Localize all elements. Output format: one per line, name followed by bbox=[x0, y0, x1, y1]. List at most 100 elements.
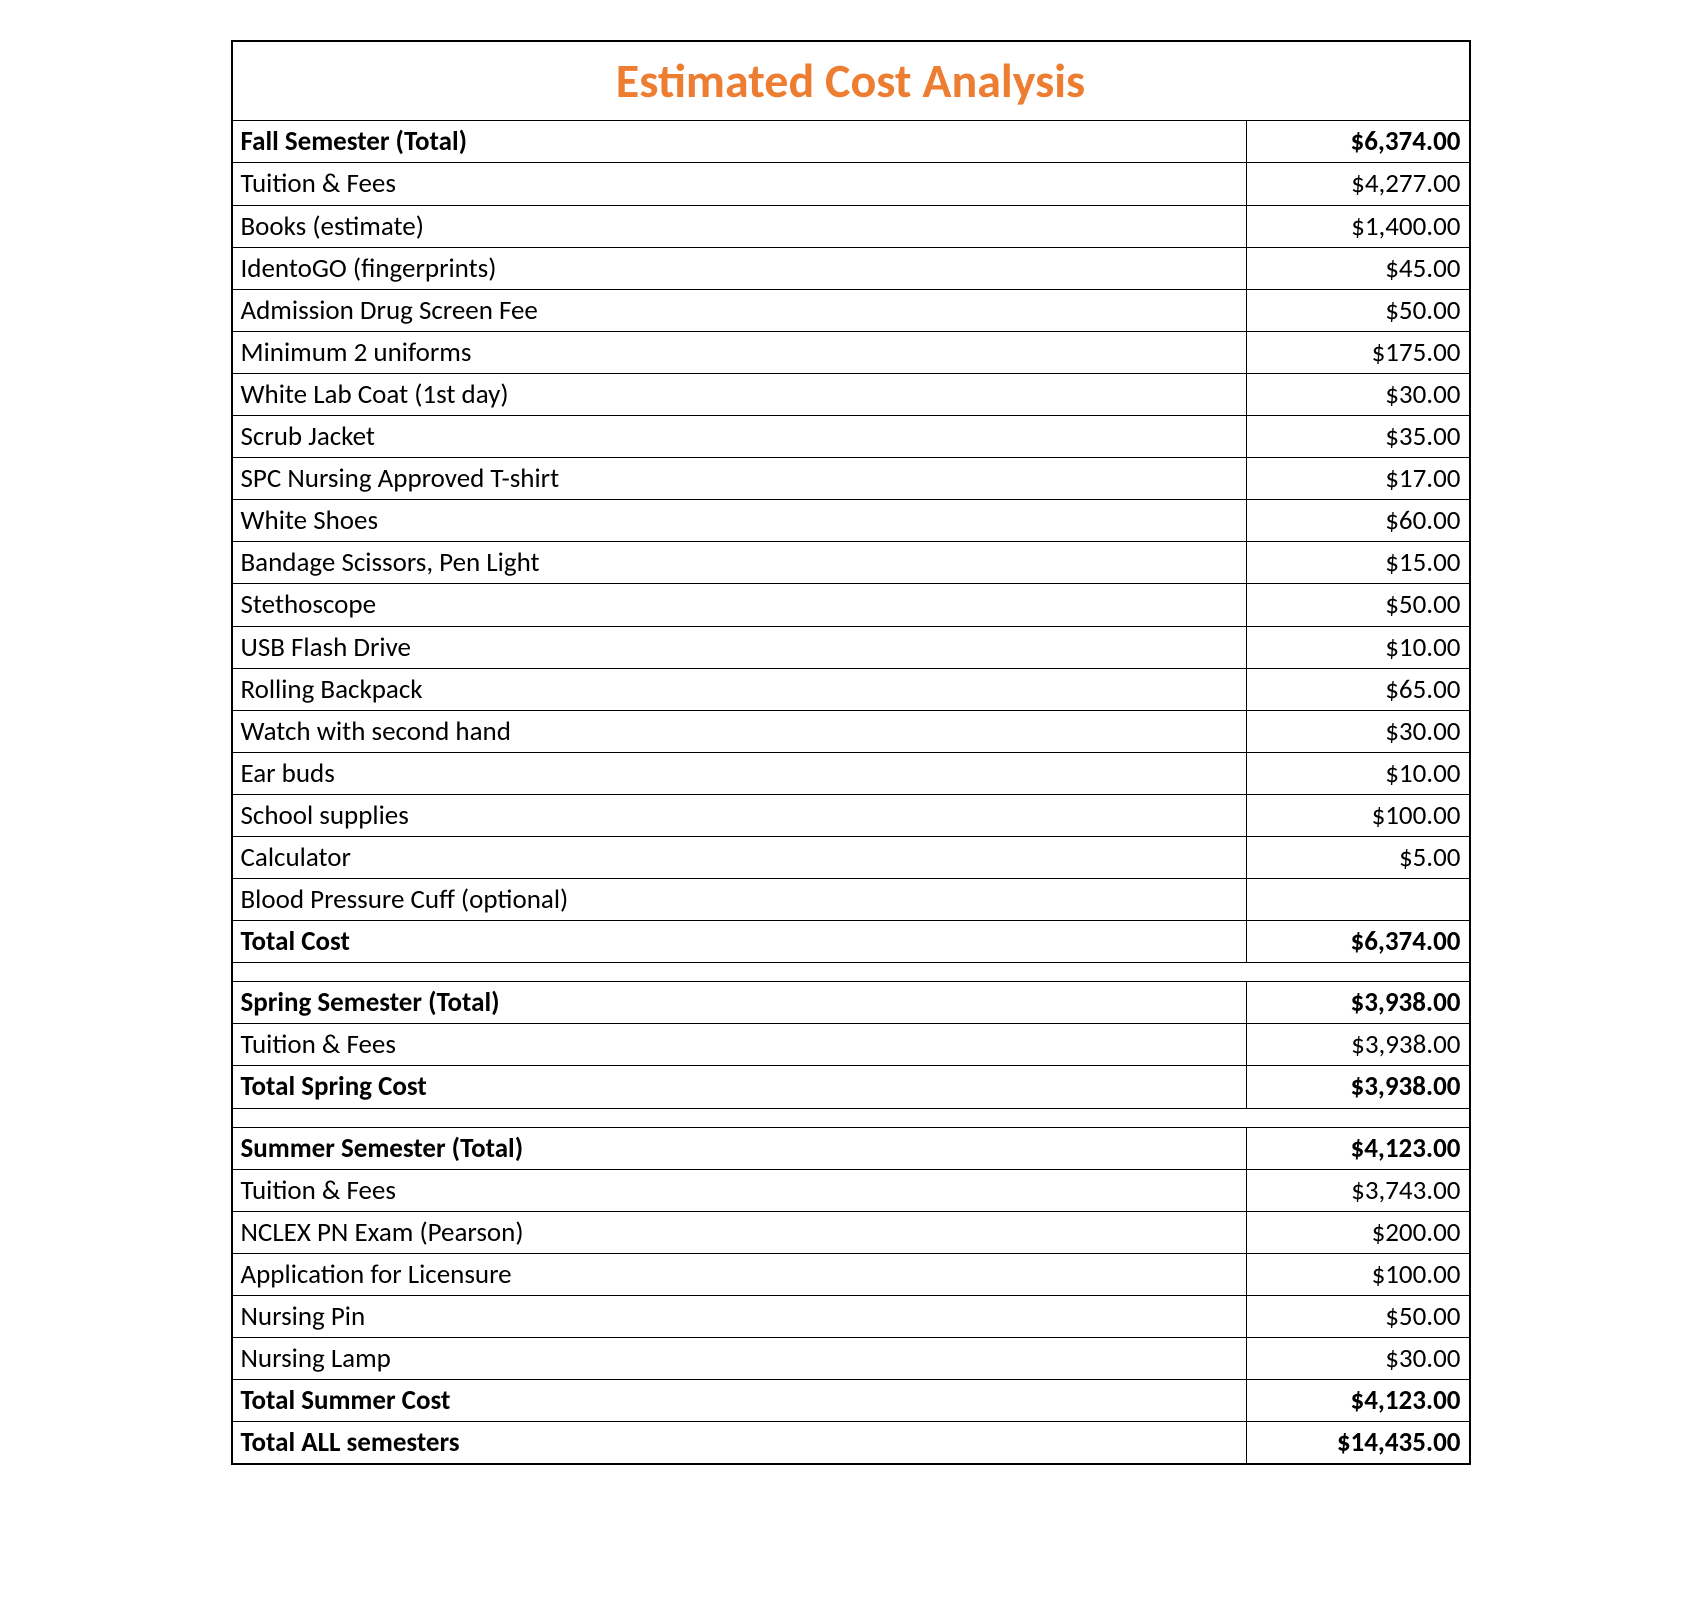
table-row: Watch with second hand$30.00 bbox=[232, 710, 1470, 752]
row-label: Calculator bbox=[232, 836, 1247, 878]
row-value: $4,277.00 bbox=[1247, 163, 1470, 205]
title-row: Estimated Cost Analysis bbox=[232, 41, 1470, 121]
table-row: SPC Nursing Approved T-shirt$17.00 bbox=[232, 458, 1470, 500]
table-row: School supplies$100.00 bbox=[232, 794, 1470, 836]
row-value: $3,938.00 bbox=[1247, 982, 1470, 1024]
table-row: Tuition & Fees$3,743.00 bbox=[232, 1169, 1470, 1211]
row-value: $50.00 bbox=[1247, 1295, 1470, 1337]
row-label: Application for Licensure bbox=[232, 1253, 1247, 1295]
row-label: Rolling Backpack bbox=[232, 668, 1247, 710]
table-row bbox=[232, 1108, 1470, 1127]
row-value: $10.00 bbox=[1247, 626, 1470, 668]
spacer-cell bbox=[232, 963, 1470, 982]
row-value bbox=[1247, 879, 1470, 921]
table-row: Nursing Pin$50.00 bbox=[232, 1295, 1470, 1337]
row-label: Minimum 2 uniforms bbox=[232, 331, 1247, 373]
row-value: $3,938.00 bbox=[1247, 1066, 1470, 1108]
row-label: Tuition & Fees bbox=[232, 1169, 1247, 1211]
row-value: $45.00 bbox=[1247, 247, 1470, 289]
table-row: Minimum 2 uniforms$175.00 bbox=[232, 331, 1470, 373]
table-row: Admission Drug Screen Fee$50.00 bbox=[232, 289, 1470, 331]
table-row: Calculator$5.00 bbox=[232, 836, 1470, 878]
table-row: Application for Licensure$100.00 bbox=[232, 1253, 1470, 1295]
row-label: IdentoGO (fingerprints) bbox=[232, 247, 1247, 289]
table-row: White Shoes$60.00 bbox=[232, 500, 1470, 542]
row-label: Spring Semester (Total) bbox=[232, 982, 1247, 1024]
row-label: Scrub Jacket bbox=[232, 416, 1247, 458]
row-label: Blood Pressure Cuff (optional) bbox=[232, 879, 1247, 921]
row-value: $100.00 bbox=[1247, 794, 1470, 836]
table-row: Bandage Scissors, Pen Light$15.00 bbox=[232, 542, 1470, 584]
table-row: IdentoGO (fingerprints)$45.00 bbox=[232, 247, 1470, 289]
row-value: $1,400.00 bbox=[1247, 205, 1470, 247]
row-value: $200.00 bbox=[1247, 1211, 1470, 1253]
table-row: Scrub Jacket$35.00 bbox=[232, 416, 1470, 458]
row-label: Ear buds bbox=[232, 752, 1247, 794]
row-label: Nursing Lamp bbox=[232, 1338, 1247, 1380]
row-label: Stethoscope bbox=[232, 584, 1247, 626]
row-value: $10.00 bbox=[1247, 752, 1470, 794]
row-label: Bandage Scissors, Pen Light bbox=[232, 542, 1247, 584]
row-value: $65.00 bbox=[1247, 668, 1470, 710]
table-row: Summer Semester (Total)$4,123.00 bbox=[232, 1127, 1470, 1169]
table-row: Total ALL semesters$14,435.00 bbox=[232, 1422, 1470, 1465]
table-row bbox=[232, 963, 1470, 982]
table-row: NCLEX PN Exam (Pearson)$200.00 bbox=[232, 1211, 1470, 1253]
table-row: Blood Pressure Cuff (optional) bbox=[232, 879, 1470, 921]
table-row: Spring Semester (Total)$3,938.00 bbox=[232, 982, 1470, 1024]
row-label: White Lab Coat (1st day) bbox=[232, 373, 1247, 415]
cost-analysis-table: Estimated Cost Analysis Fall Semester (T… bbox=[231, 40, 1471, 1465]
spacer-cell bbox=[232, 1108, 1470, 1127]
row-label: Total Cost bbox=[232, 921, 1247, 963]
table-row: Fall Semester (Total)$6,374.00 bbox=[232, 121, 1470, 163]
row-value: $6,374.00 bbox=[1247, 921, 1470, 963]
row-label: Admission Drug Screen Fee bbox=[232, 289, 1247, 331]
table-row: Stethoscope$50.00 bbox=[232, 584, 1470, 626]
row-value: $35.00 bbox=[1247, 416, 1470, 458]
table-row: Total Spring Cost$3,938.00 bbox=[232, 1066, 1470, 1108]
row-label: Fall Semester (Total) bbox=[232, 121, 1247, 163]
row-label: Books (estimate) bbox=[232, 205, 1247, 247]
table-row: Total Summer Cost$4,123.00 bbox=[232, 1380, 1470, 1422]
row-value: $6,374.00 bbox=[1247, 121, 1470, 163]
table-row: White Lab Coat (1st day)$30.00 bbox=[232, 373, 1470, 415]
table-row: Books (estimate)$1,400.00 bbox=[232, 205, 1470, 247]
row-value: $60.00 bbox=[1247, 500, 1470, 542]
row-label: NCLEX PN Exam (Pearson) bbox=[232, 1211, 1247, 1253]
table-row: Nursing Lamp$30.00 bbox=[232, 1338, 1470, 1380]
row-label: Nursing Pin bbox=[232, 1295, 1247, 1337]
table-row: Total Cost$6,374.00 bbox=[232, 921, 1470, 963]
page-title: Estimated Cost Analysis bbox=[616, 51, 1085, 110]
row-label: School supplies bbox=[232, 794, 1247, 836]
table-row: Tuition & Fees$3,938.00 bbox=[232, 1024, 1470, 1066]
row-label: Total Spring Cost bbox=[232, 1066, 1247, 1108]
row-label: Watch with second hand bbox=[232, 710, 1247, 752]
row-value: $3,743.00 bbox=[1247, 1169, 1470, 1211]
row-label: Total Summer Cost bbox=[232, 1380, 1247, 1422]
row-label: White Shoes bbox=[232, 500, 1247, 542]
row-label: Tuition & Fees bbox=[232, 1024, 1247, 1066]
row-value: $50.00 bbox=[1247, 584, 1470, 626]
row-value: $100.00 bbox=[1247, 1253, 1470, 1295]
row-label: Tuition & Fees bbox=[232, 163, 1247, 205]
title-cell: Estimated Cost Analysis bbox=[232, 41, 1470, 121]
cost-analysis-table-container: Estimated Cost Analysis Fall Semester (T… bbox=[231, 40, 1471, 1465]
table-row: USB Flash Drive$10.00 bbox=[232, 626, 1470, 668]
row-value: $17.00 bbox=[1247, 458, 1470, 500]
row-value: $175.00 bbox=[1247, 331, 1470, 373]
table-row: Rolling Backpack$65.00 bbox=[232, 668, 1470, 710]
row-value: $4,123.00 bbox=[1247, 1127, 1470, 1169]
table-row: Ear buds$10.00 bbox=[232, 752, 1470, 794]
row-value: $30.00 bbox=[1247, 373, 1470, 415]
row-value: $3,938.00 bbox=[1247, 1024, 1470, 1066]
row-label: Summer Semester (Total) bbox=[232, 1127, 1247, 1169]
row-value: $5.00 bbox=[1247, 836, 1470, 878]
row-label: USB Flash Drive bbox=[232, 626, 1247, 668]
row-label: SPC Nursing Approved T-shirt bbox=[232, 458, 1247, 500]
row-value: $14,435.00 bbox=[1247, 1422, 1470, 1465]
row-value: $30.00 bbox=[1247, 710, 1470, 752]
row-value: $50.00 bbox=[1247, 289, 1470, 331]
row-value: $30.00 bbox=[1247, 1338, 1470, 1380]
row-label: Total ALL semesters bbox=[232, 1422, 1247, 1465]
table-row: Tuition & Fees$4,277.00 bbox=[232, 163, 1470, 205]
